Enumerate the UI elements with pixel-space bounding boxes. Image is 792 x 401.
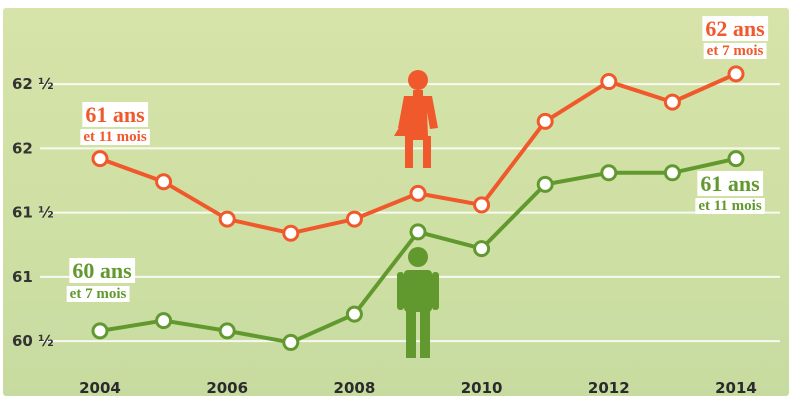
men-data-point xyxy=(282,333,300,351)
women-start-label-small: et 11 mois xyxy=(83,129,146,145)
axes: 60 ½ 61 61 ½ 62 62 ½ 2004 2006 2008 2010 2012 2014 xyxy=(12,75,757,397)
icons xyxy=(394,70,442,358)
men-data-point xyxy=(536,175,554,193)
men-data-point xyxy=(727,150,745,168)
y-tick-label: 62 ½ xyxy=(12,75,54,93)
women-start-label-big-box xyxy=(82,102,149,127)
women-data-point xyxy=(91,150,109,168)
men-end-label-small-box xyxy=(695,198,765,214)
women-end-label-small-box xyxy=(703,43,767,59)
women-data-point xyxy=(727,65,745,83)
women-end-label-small: et 7 mois xyxy=(707,43,764,59)
women-data-point xyxy=(409,184,427,202)
x-tick-label: 2006 xyxy=(206,379,248,397)
x-tick-label: 2010 xyxy=(461,379,503,397)
data-labels: 61 ans et 11 mois 62 ans et 7 mois 60 ans et … xyxy=(66,16,769,302)
men-data-point xyxy=(473,240,491,258)
women-data-point xyxy=(218,210,236,228)
men-start-label-big-box xyxy=(69,258,136,283)
women-data-point xyxy=(282,224,300,242)
series xyxy=(91,65,745,351)
women-data-point xyxy=(155,173,173,191)
x-tick-label: 2008 xyxy=(334,379,376,397)
women-data-point xyxy=(473,196,491,214)
men-data-point xyxy=(663,164,681,182)
women-data-point xyxy=(536,112,554,130)
women-data-point xyxy=(600,73,618,91)
woman-icon xyxy=(394,70,442,168)
women-start-label-small-box xyxy=(80,129,150,145)
x-tick-label: 2014 xyxy=(715,379,757,397)
man-icon xyxy=(397,247,439,358)
women-end-label-big-box xyxy=(702,16,769,41)
men-data-point xyxy=(600,164,618,182)
x-tick-label: 2004 xyxy=(79,379,121,397)
men-data-point xyxy=(155,312,173,330)
men-end-label-small: et 11 mois xyxy=(698,198,761,214)
men-data-point xyxy=(91,322,109,340)
y-tick-label: 61 xyxy=(12,268,33,286)
y-tick-label: 62 xyxy=(12,139,33,157)
men-data-point xyxy=(218,322,236,340)
y-tick-label: 60 ½ xyxy=(12,332,54,350)
men-end-label-big: 61 ans xyxy=(700,171,760,196)
women-start-label-big: 61 ans xyxy=(85,102,145,127)
men-data-point xyxy=(409,223,427,241)
women-data-point xyxy=(345,210,363,228)
men-start-label-big: 60 ans xyxy=(72,258,132,283)
x-tick-label: 2012 xyxy=(588,379,630,397)
men-start-label-small: et 7 mois xyxy=(70,286,127,302)
y-tick-label: 61 ½ xyxy=(12,204,54,222)
women-end-label-big: 62 ans xyxy=(705,16,765,41)
women-data-point xyxy=(663,93,681,111)
men-data-point xyxy=(345,305,363,323)
men-end-label-big-box xyxy=(697,171,764,196)
men-start-label-small-box xyxy=(66,286,130,302)
